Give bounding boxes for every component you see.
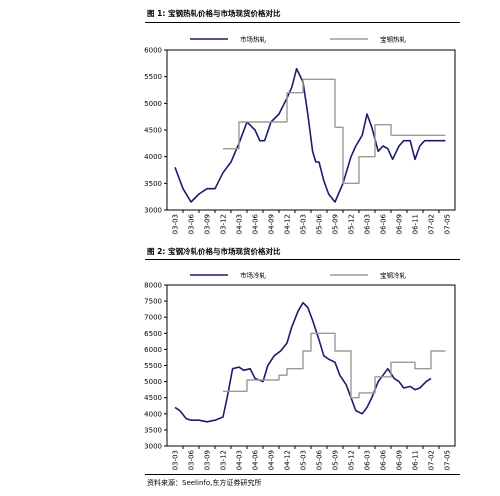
- series-line-market: [174, 67, 446, 203]
- x-tick-label: 06-06: [380, 213, 388, 234]
- x-tick-label: 03-03: [172, 450, 180, 470]
- x-tick-label: 05-06: [316, 449, 324, 470]
- figure-2-chart: 3000 3500 4000 4500 5000 5500 6000 6500 7000 7500…: [144, 271, 456, 470]
- source-note: 资料来源：Seelinfo,东方证券研究所: [147, 479, 262, 487]
- x-tick-label: 03-12: [220, 214, 228, 234]
- x-tick-label: 06-06: [380, 449, 388, 470]
- x-tick-label: 06-09: [396, 450, 404, 470]
- x-tick-label: 05-03: [300, 214, 308, 234]
- x-tick-label: 05-09: [332, 450, 340, 470]
- x-tick-label: 04-06: [252, 449, 260, 470]
- y-tick-label: 5500: [144, 362, 162, 370]
- y-tick-label: 6000: [144, 47, 162, 55]
- x-tick-label: 04-03: [236, 450, 244, 470]
- x-tick-label: 03-09: [204, 214, 212, 234]
- y-tick-label: 5000: [144, 100, 162, 108]
- x-tick-label: 06-09: [396, 214, 404, 234]
- y-tick-label: 7500: [144, 298, 162, 306]
- x-tick-label: 07-05: [444, 214, 452, 234]
- x-tick-label: 05-09: [332, 214, 340, 234]
- x-tick-label: 03-06: [188, 213, 196, 234]
- y-tick-label: 4000: [144, 153, 162, 161]
- x-tick-label: 04-06: [252, 213, 260, 234]
- legend-label: 市场冷轧: [240, 271, 267, 280]
- legend-label: 宝钢冷轧: [380, 271, 407, 280]
- figure-2-rule: [145, 259, 460, 260]
- x-tick-label: 05-12: [348, 214, 356, 234]
- y-tick-label: 6000: [144, 346, 162, 354]
- series-line-baosteel: [223, 332, 446, 399]
- y-tick-label: 3000: [144, 207, 162, 215]
- x-tick-label: 05-06: [316, 213, 324, 234]
- x-tick-label: 04-03: [236, 214, 244, 234]
- y-tick-label: 4000: [144, 410, 162, 418]
- x-tick-label: 04-09: [268, 214, 276, 234]
- x-tick-label: 03-06: [188, 449, 196, 470]
- x-tick-label: 04-12: [284, 214, 292, 234]
- plot-frame: [166, 49, 456, 211]
- x-tick-label: 06-11: [412, 214, 420, 234]
- y-tick-label: 6500: [144, 330, 162, 338]
- x-tick-label: 06-11: [412, 450, 420, 470]
- y-tick-label: 5500: [144, 73, 162, 81]
- y-tick-label: 4500: [144, 394, 162, 402]
- x-tick-label: 06-03: [364, 214, 372, 234]
- figure-1-title: 图 1: 宝钢热轧价格与市场现货价格对比: [147, 9, 281, 18]
- figure-2-title: 图 2: 宝钢冷轧价格与市场现货价格对比: [147, 247, 281, 256]
- y-tick-label: 8000: [144, 282, 162, 290]
- y-tick-label: 3500: [144, 426, 162, 434]
- legend-label: 宝钢热轧: [380, 35, 407, 44]
- figure-1-rule: [145, 22, 460, 23]
- x-tick-label: 06-03: [364, 450, 372, 470]
- x-tick-label: 03-12: [220, 450, 228, 470]
- y-tick-label: 7000: [144, 314, 162, 322]
- series-line-baosteel: [223, 78, 446, 185]
- y-tick-label: 5000: [144, 378, 162, 386]
- y-tick-label: 3000: [144, 443, 162, 451]
- source-rule: [145, 474, 460, 475]
- x-tick-label: 07-05: [444, 450, 452, 470]
- x-tick-label: 05-12: [348, 450, 356, 470]
- x-tick-label: 04-09: [268, 450, 276, 470]
- legend-label: 市场热轧: [240, 35, 267, 44]
- x-tick-label: 03-09: [204, 450, 212, 470]
- x-tick-label: 03-03: [172, 214, 180, 234]
- x-tick-label: 07-02: [428, 450, 436, 470]
- x-tick-label: 04-12: [284, 450, 292, 470]
- y-tick-label: 4500: [144, 127, 162, 135]
- figure-1-chart: 3000 3500 4000 4500 5000 5500 6000 03-03 03-06 03…: [144, 35, 456, 234]
- x-tick-label: 07-02: [428, 214, 436, 234]
- y-tick-label: 3500: [144, 180, 162, 188]
- x-tick-label: 05-03: [300, 450, 308, 470]
